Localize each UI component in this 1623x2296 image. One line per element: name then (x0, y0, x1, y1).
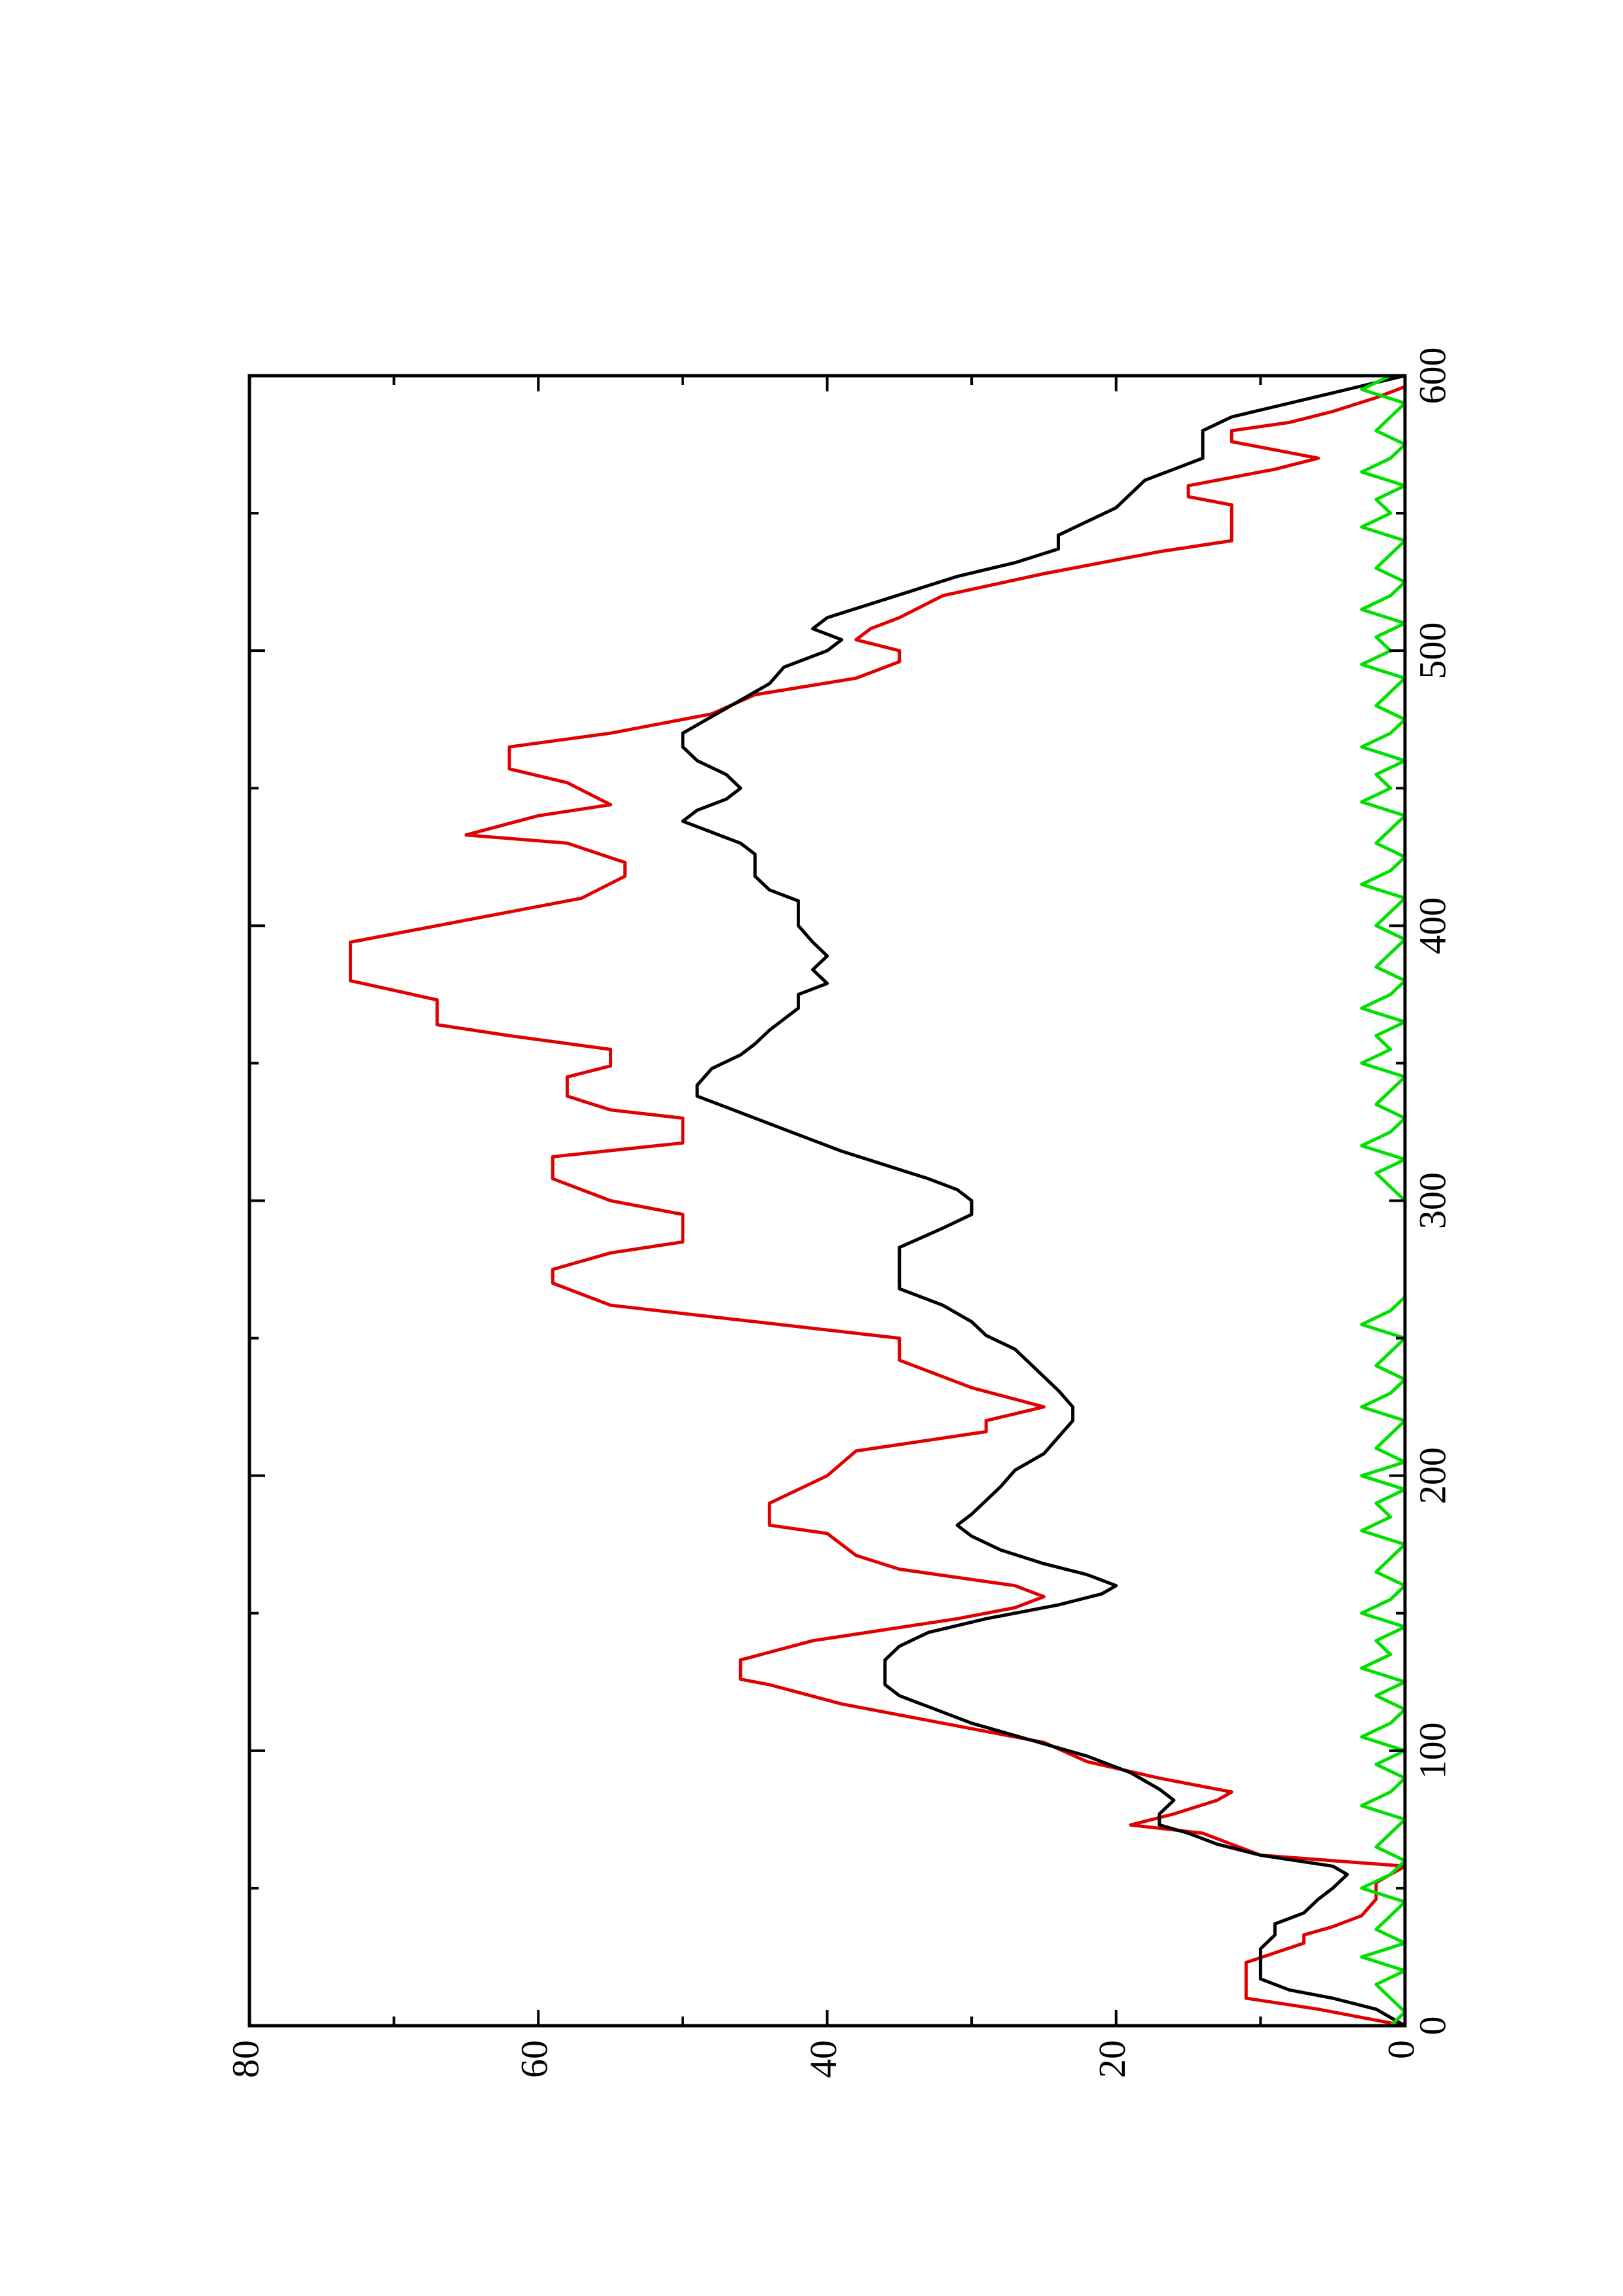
x-tick-label: 500 (1411, 622, 1453, 679)
x-tick-label: 300 (1411, 1172, 1453, 1229)
x-tick-label: 600 (1411, 348, 1453, 404)
y-tick-label: 0 (1379, 2040, 1422, 2059)
x-tick-label: 200 (1411, 1447, 1453, 1504)
x-tick-label: 100 (1411, 1722, 1453, 1779)
x-tick-label: 400 (1411, 897, 1453, 954)
y-tick-label: 40 (802, 2040, 845, 2078)
plot-frame (247, 374, 1407, 2028)
series-line-2 (681, 374, 1406, 2028)
tick-layer (248, 374, 1406, 2027)
series-layer (348, 374, 1407, 2028)
tick-label-layer: 0 100 200 300 400 500 600 0 20 40 60 80 (224, 348, 1453, 2079)
y-tick-label: 80 (224, 2040, 266, 2078)
series-line-1 (348, 376, 1407, 2028)
y-tick-label: 20 (1091, 2040, 1133, 2078)
plot-area: 0 100 200 300 400 500 600 0 20 40 60 80 (224, 348, 1453, 2079)
x-tick-label: 0 (1411, 2017, 1453, 2036)
y-tick-label: 60 (513, 2040, 556, 2078)
